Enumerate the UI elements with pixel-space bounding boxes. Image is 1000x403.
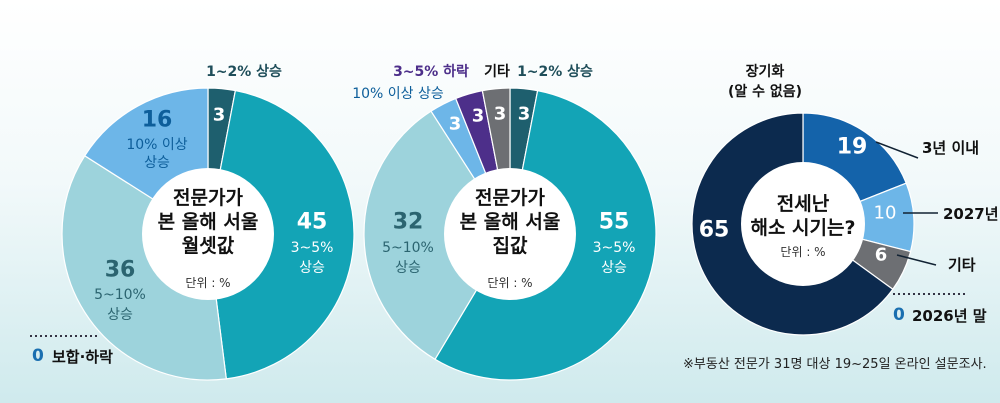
rent-center-circle	[142, 168, 274, 300]
house-label-3-5-a: 3~5%	[593, 240, 636, 256]
rent-title-line-3: 월셋값	[182, 235, 235, 257]
house-value-other: 3	[494, 104, 507, 125]
house-label-10plus: 10% 이상 상승	[352, 86, 444, 102]
rent-slice-3	[61, 154, 227, 381]
house-slice-3	[363, 110, 511, 361]
rent-slice-2	[207, 89, 355, 380]
rent-unit: 단위 : %	[185, 276, 230, 290]
rent-label-3-5-a: 3~5%	[291, 240, 334, 256]
jeonse-unit: 단위 : %	[780, 245, 825, 259]
jeonse-value-2027: 10	[874, 203, 897, 224]
jeonse-label-other: 기타	[948, 256, 976, 274]
rent-title-line-1: 전문가가	[173, 187, 243, 209]
house-title-line-3: 집값	[493, 235, 528, 257]
jeonse-value-long: 65	[699, 218, 730, 243]
house-title-line-2: 본 올해 서울	[460, 211, 561, 233]
house-value-drop: 3	[472, 106, 485, 127]
house-unit: 단위 : %	[487, 276, 532, 290]
rent-value-1-2: 3	[213, 105, 226, 126]
footnote: ※부동산 전문가 31명 대상 19~25일 온라인 설문조사.	[683, 357, 987, 372]
house-value-5-10: 32	[393, 210, 424, 235]
house-label-drop: 3~5% 하락	[393, 63, 469, 80]
jeonse-value-other: 6	[875, 245, 888, 266]
rent-label-5-10-a: 5~10%	[94, 287, 146, 303]
jeonse-zero-label: 2026년 말	[912, 307, 987, 325]
house-label-3-5-b: 상승	[601, 260, 627, 276]
rent-label-10plus-b: 상승	[144, 155, 170, 171]
rent-title-line-2: 본 올해 서울	[158, 211, 259, 233]
jeonse-zero-value: 0	[893, 305, 905, 325]
jeonse-leader-3y	[875, 141, 919, 159]
rent-label-5-10-b: 상승	[107, 307, 133, 323]
rent-label-10plus-a: 10% 이상	[126, 137, 187, 153]
rent-value-5-10: 36	[105, 258, 136, 283]
rent-value-10plus: 16	[142, 108, 173, 133]
jeonse-title-line-1: 전세난	[777, 193, 830, 215]
jeonse-label-long-a: 장기화	[746, 63, 785, 80]
house-value-3-5: 55	[599, 210, 630, 235]
jeonse-label-3y: 3년 이내	[922, 139, 979, 157]
rent-label-1-2: 1~2% 상승	[206, 64, 282, 80]
jeonse-leader-other	[896, 254, 937, 266]
jeonse-label-2027: 2027년	[943, 205, 999, 223]
jeonse-center-circle	[741, 162, 865, 286]
house-title-line-1: 전문가가	[475, 187, 545, 209]
jeonse-value-3y: 19	[837, 135, 868, 160]
house-label-5-10-a: 5~10%	[382, 240, 434, 256]
house-value-1-2: 3	[518, 104, 531, 125]
house-value-10plus: 3	[449, 114, 462, 135]
jeonse-title-line-2: 해소 시기는?	[750, 217, 855, 239]
rent-zero-label: 보합·하락	[52, 348, 113, 366]
rent-zero-value: 0	[32, 346, 44, 366]
rent-label-3-5-b: 상승	[299, 260, 325, 276]
house-center-circle	[444, 168, 576, 300]
jeonse-label-long-b: (알 수 없음)	[728, 84, 802, 100]
house-label-1-2: 1~2% 상승	[517, 64, 593, 80]
house-label-5-10-b: 상승	[395, 260, 421, 276]
house-label-other: 기타	[484, 64, 510, 80]
rent-value-3-5: 45	[297, 210, 328, 235]
